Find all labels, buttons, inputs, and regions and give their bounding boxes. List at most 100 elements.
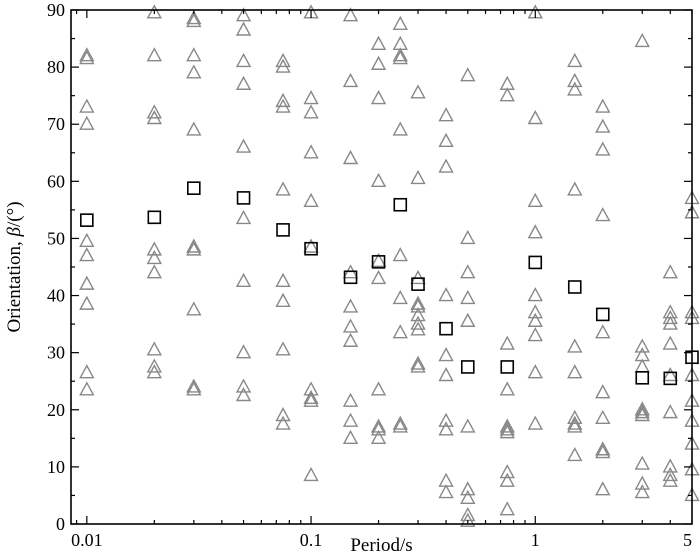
- triangle-point: [460, 264, 476, 279]
- triangle-point: [146, 4, 162, 19]
- triangle-point: [235, 387, 252, 402]
- triangle-point: [634, 407, 650, 422]
- triangle-point: [410, 355, 426, 370]
- square-point: [411, 277, 425, 291]
- triangle-point: [634, 455, 650, 470]
- square-point: [371, 255, 386, 269]
- square-point: [80, 213, 94, 227]
- triangle-point: [634, 475, 650, 490]
- triangle-point: [410, 315, 426, 330]
- triangle-point: [370, 421, 387, 436]
- triangle-point: [662, 404, 678, 419]
- y-axis-label-symbol: β: [4, 226, 25, 237]
- square-point: [147, 210, 162, 225]
- triangle-point: [235, 344, 252, 359]
- triangle-point: [499, 335, 515, 350]
- triangle-point: [275, 341, 291, 356]
- triangle-point: [235, 52, 252, 68]
- triangle-point: [567, 52, 583, 68]
- y-tick-label: 10: [47, 457, 65, 477]
- triangle-point: [342, 7, 359, 22]
- triangle-point: [392, 50, 408, 65]
- triangle-point: [275, 407, 291, 422]
- triangle-point: [438, 287, 454, 302]
- triangle-point: [303, 90, 319, 105]
- square-point: [528, 255, 543, 270]
- triangle-point: [303, 104, 319, 119]
- triangle-point: [79, 381, 95, 396]
- triangle-point: [79, 275, 95, 290]
- triangle-point: [275, 92, 291, 108]
- triangle-point: [410, 358, 426, 373]
- triangle-point: [79, 50, 95, 65]
- triangle-point: [235, 209, 252, 225]
- square-point: [276, 223, 290, 237]
- square-point: [460, 360, 475, 374]
- triangle-point: [342, 298, 359, 313]
- y-axis-label-prefix: Orientation,: [4, 236, 25, 332]
- triangle-point: [662, 264, 678, 279]
- x-tick-label: 0.1: [300, 530, 323, 550]
- triangle-point: [595, 141, 611, 156]
- triangle-point: [634, 404, 650, 419]
- triangle-point: [186, 301, 202, 316]
- square-point: [595, 307, 610, 322]
- triangle-point: [662, 472, 678, 487]
- triangle-point: [499, 87, 515, 102]
- triangle-point: [499, 381, 515, 396]
- square-point: [663, 371, 678, 386]
- triangle-point: [527, 415, 543, 430]
- triangle-point: [303, 392, 319, 407]
- triangle-point: [527, 287, 543, 302]
- triangle-point: [595, 98, 611, 113]
- triangle-point: [186, 64, 202, 79]
- triangle-point: [186, 381, 202, 396]
- triangle-point: [527, 312, 543, 327]
- triangle-point: [392, 418, 408, 433]
- triangle-point: [392, 415, 408, 430]
- triangle-point: [186, 241, 202, 256]
- triangle-point: [499, 464, 515, 479]
- triangle-point: [595, 444, 611, 459]
- x-tick-label: 5: [683, 530, 692, 550]
- triangle-point: [235, 7, 252, 22]
- y-tick-label: 70: [47, 114, 65, 134]
- triangle-point: [662, 309, 678, 325]
- triangle-point: [146, 104, 162, 119]
- triangle-point: [370, 269, 387, 285]
- triangle-point: [567, 364, 583, 379]
- triangle-point: [410, 307, 426, 322]
- triangle-point: [595, 441, 611, 456]
- triangle-point: [438, 107, 454, 122]
- triangle-point: [146, 364, 162, 379]
- triangle-point: [527, 304, 543, 319]
- triangle-point: [392, 324, 408, 339]
- triangle-point: [438, 421, 454, 436]
- triangle-point: [438, 132, 454, 148]
- triangle-point: [146, 341, 162, 356]
- y-axis-label: Orientation, β/(°): [4, 201, 25, 332]
- triangle-point: [567, 418, 583, 433]
- triangle-point: [634, 484, 650, 499]
- triangle-point: [370, 35, 387, 50]
- square-point: [343, 270, 358, 285]
- triangle-point: [460, 512, 476, 527]
- triangle-point: [370, 381, 387, 396]
- triangle-point: [146, 264, 162, 279]
- triangle-point: [235, 378, 252, 393]
- triangle-point: [499, 424, 515, 439]
- triangle-point: [370, 429, 387, 445]
- triangle-point: [634, 358, 650, 373]
- y-tick-label: 30: [47, 343, 65, 363]
- triangle-point: [662, 466, 678, 482]
- triangle-point: [186, 378, 202, 393]
- triangle-point: [567, 409, 583, 425]
- triangle-point: [235, 75, 252, 90]
- triangle-point: [438, 484, 454, 499]
- square-point: [635, 370, 650, 385]
- axis-ticks: [71, 9, 693, 525]
- triangle-point: [567, 415, 583, 430]
- square-point: [393, 197, 408, 212]
- triangle-point: [342, 150, 359, 165]
- triangle-point: [438, 158, 454, 173]
